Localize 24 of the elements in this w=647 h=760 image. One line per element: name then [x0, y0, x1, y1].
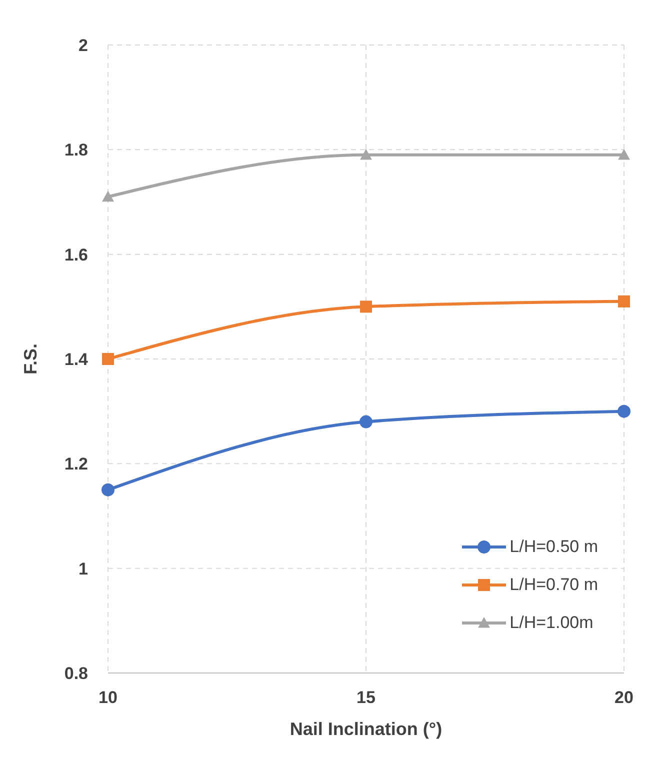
legend-label: L/H=1.00m	[510, 613, 594, 633]
y-tick-label: 1.4	[64, 350, 89, 370]
y-tick-label: 2	[78, 36, 88, 56]
legend-label: L/H=0.70 m	[510, 575, 598, 595]
point	[102, 190, 114, 202]
y-axis-title: F.S.	[20, 343, 40, 375]
point	[102, 483, 114, 496]
point	[360, 415, 372, 428]
x-tick-label: 20	[614, 688, 634, 708]
x-axis-title: Nail Inclination (°)	[290, 719, 442, 739]
y-tick-label: 1.2	[64, 454, 88, 474]
x-tick-label: 15	[356, 688, 376, 708]
y-tick-label: 0.8	[64, 664, 88, 684]
legend-label: L/H=0.50 m	[510, 537, 598, 557]
point	[360, 300, 372, 313]
point	[618, 295, 630, 308]
y-tick-label: 1.8	[64, 140, 88, 160]
point	[618, 148, 630, 160]
y-tick-label: 1.6	[64, 245, 88, 264]
point	[360, 148, 372, 160]
point	[102, 353, 114, 365]
y-tick-label: 1	[78, 559, 88, 578]
x-tick-label: 10	[98, 688, 118, 708]
point	[618, 404, 630, 418]
